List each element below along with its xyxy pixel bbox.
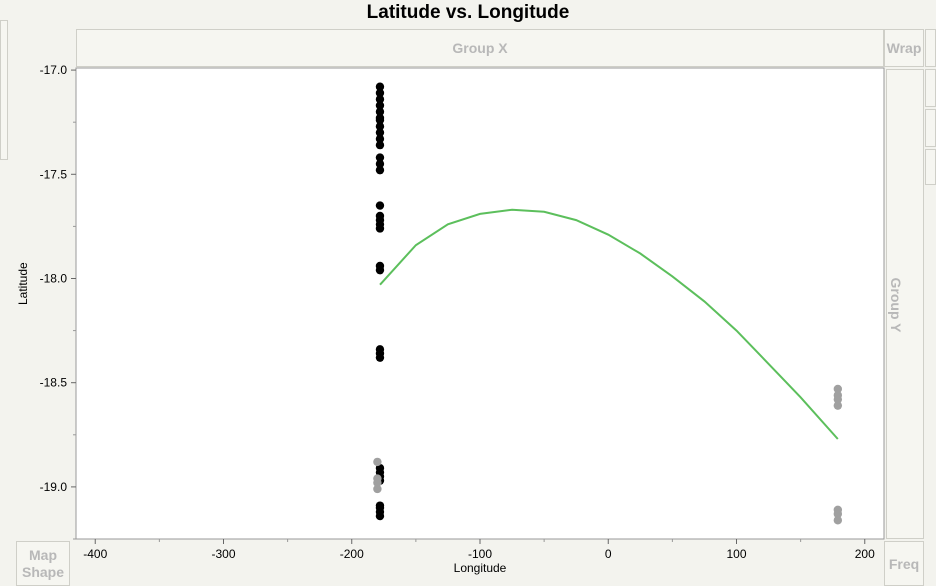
group-x-label: Group X xyxy=(452,40,508,56)
freq-zone[interactable]: Freq xyxy=(884,541,924,586)
plot-frame xyxy=(75,67,885,540)
x-tick-label: 0 xyxy=(605,547,612,561)
data-point[interactable] xyxy=(833,395,843,404)
x-axis-label: Longitude xyxy=(453,561,507,575)
x-tick-label: 100 xyxy=(726,547,746,561)
data-point[interactable] xyxy=(375,88,385,98)
data-point[interactable] xyxy=(375,511,385,521)
group-y-zone[interactable] xyxy=(886,69,924,539)
group-x-zone[interactable]: Group X xyxy=(76,29,884,67)
map-shape-label-line2: Shape xyxy=(21,563,64,580)
data-point[interactable] xyxy=(375,107,385,116)
data-point[interactable] xyxy=(375,224,385,233)
data-point[interactable] xyxy=(375,82,385,91)
data-point[interactable] xyxy=(373,457,382,467)
data-point[interactable] xyxy=(833,384,843,394)
left-panel-edge[interactable] xyxy=(0,20,8,160)
data-point[interactable] xyxy=(375,153,385,162)
y-tick-label: -18.5 xyxy=(40,376,68,390)
x-tick-label: -200 xyxy=(340,547,364,561)
data-point[interactable] xyxy=(375,265,385,275)
data-point[interactable] xyxy=(375,128,385,137)
fit-curve xyxy=(379,208,839,440)
data-point[interactable] xyxy=(833,516,843,525)
data-point[interactable] xyxy=(375,140,385,150)
x-tick-label: 200 xyxy=(855,547,875,561)
data-point[interactable] xyxy=(375,201,385,210)
data-point[interactable] xyxy=(375,353,385,362)
data-point[interactable] xyxy=(373,484,382,494)
chart-title: Latitude vs. Longitude xyxy=(366,2,570,23)
data-point[interactable] xyxy=(833,401,843,410)
data-point[interactable] xyxy=(373,474,382,483)
wrap-label: Wrap xyxy=(886,40,922,56)
freq-label: Freq xyxy=(888,555,920,572)
data-point[interactable] xyxy=(375,101,385,110)
x-tick-label: -300 xyxy=(211,547,235,561)
data-point[interactable] xyxy=(375,113,385,123)
data-point[interactable] xyxy=(375,122,385,131)
data-point[interactable] xyxy=(375,95,385,104)
wrap-zone[interactable]: Wrap xyxy=(884,29,924,67)
data-point[interactable] xyxy=(833,509,843,519)
data-point[interactable] xyxy=(375,134,385,144)
y-tick-label: -17.0 xyxy=(40,63,68,77)
data-point[interactable] xyxy=(375,165,385,175)
y-tick-label: -19.0 xyxy=(40,480,68,494)
y-tick-label: -18.0 xyxy=(40,271,68,285)
data-point[interactable] xyxy=(375,501,385,510)
y-axis-label: Latitude xyxy=(16,262,30,305)
x-tick-label: -100 xyxy=(468,547,492,561)
data-point[interactable] xyxy=(375,159,385,169)
y-tick-label: -17.5 xyxy=(40,167,68,181)
map-shape-label-line1: Map xyxy=(29,546,57,563)
x-tick-label: -400 xyxy=(83,547,107,561)
